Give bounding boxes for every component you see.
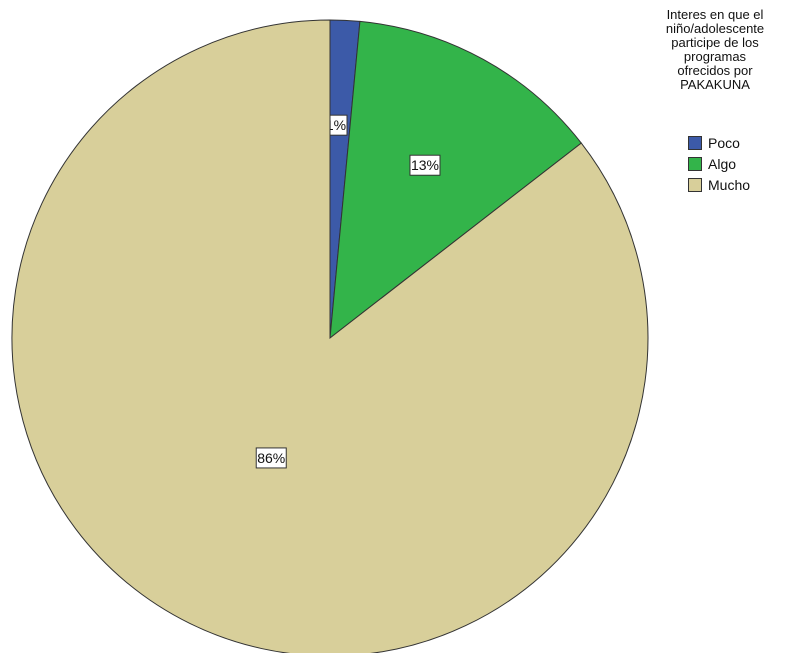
svg-text:13%: 13% bbox=[411, 157, 439, 173]
pie-slice-mucho bbox=[11, 19, 649, 653]
legend-item-poco: Poco bbox=[688, 132, 750, 153]
pie-slice-algo bbox=[329, 20, 582, 340]
legend-swatch-algo bbox=[688, 156, 702, 171]
data-label-algo: 13% bbox=[409, 154, 441, 176]
legend-item-mucho: Mucho bbox=[688, 174, 750, 195]
legend-title: Interes en que el niño/adolescente parti… bbox=[665, 7, 765, 92]
legend-label-poco: Poco bbox=[708, 134, 740, 151]
legend-label-algo: Algo bbox=[708, 155, 737, 172]
data-label-mucho: 86% bbox=[255, 447, 287, 469]
svg-text:86%: 86% bbox=[257, 450, 285, 466]
legend-swatch-poco bbox=[688, 135, 702, 150]
legend: Poco Algo Mucho bbox=[688, 132, 750, 195]
legend-label-mucho: Mucho bbox=[708, 176, 751, 193]
legend-swatch-mucho bbox=[688, 177, 702, 192]
svg-text:1%: 1% bbox=[326, 117, 346, 133]
legend-item-algo: Algo bbox=[688, 153, 750, 174]
